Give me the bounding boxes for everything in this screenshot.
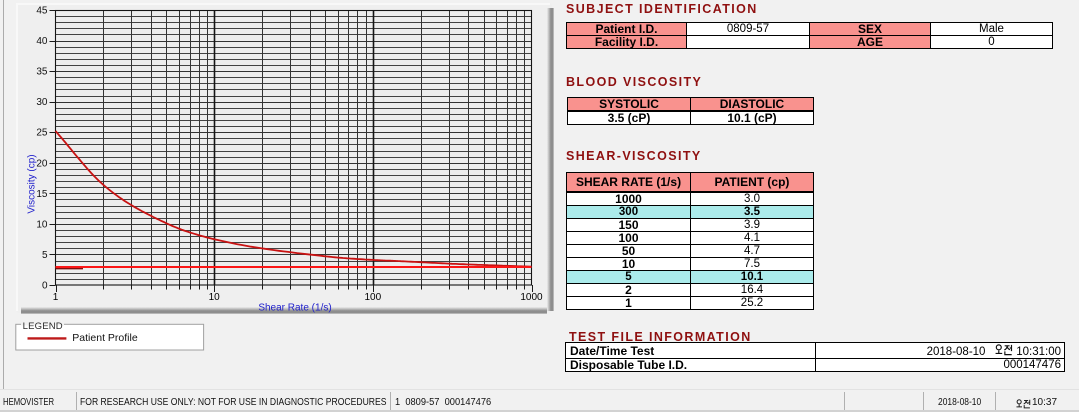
svg-text:100: 100: [364, 292, 381, 303]
svg-text:Patient Profile: Patient Profile: [72, 332, 138, 344]
svg-text:Viscosity (cp): Viscosity (cp): [27, 154, 38, 213]
svg-text:35: 35: [36, 67, 48, 78]
svg-text:40: 40: [36, 36, 48, 47]
svg-text:1: 1: [53, 292, 59, 303]
svg-text:Shear Rate (1/s): Shear Rate (1/s): [258, 302, 331, 313]
svg-text:1000: 1000: [520, 292, 543, 303]
svg-text:15: 15: [36, 189, 48, 200]
svg-text:0: 0: [42, 281, 48, 292]
svg-text:10: 10: [36, 219, 48, 230]
svg-text:30: 30: [36, 97, 48, 108]
svg-text:25: 25: [36, 128, 48, 139]
svg-text:LEGEND: LEGEND: [23, 321, 63, 332]
svg-text:20: 20: [36, 158, 48, 169]
svg-text:5: 5: [42, 250, 48, 261]
svg-text:10: 10: [209, 292, 221, 303]
svg-text:45: 45: [36, 6, 48, 17]
